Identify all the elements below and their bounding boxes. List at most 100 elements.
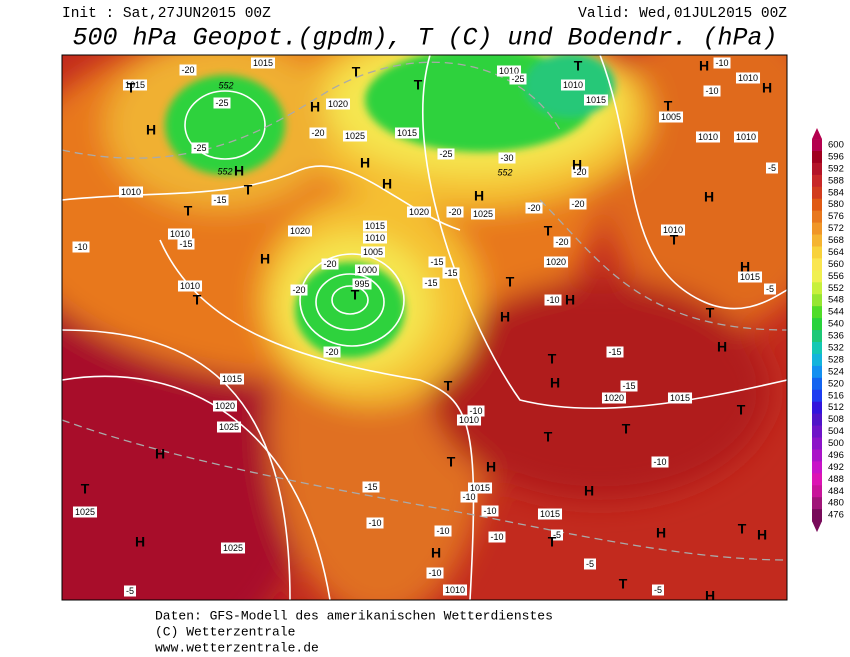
pressure-center: H (486, 459, 496, 475)
map-value-label: -30 (500, 153, 513, 163)
scale-swatch (812, 186, 822, 200)
map-value-label: -5 (586, 559, 594, 569)
map-value-label: 1020 (290, 226, 310, 236)
scale-label: 600 (828, 140, 844, 151)
map-value-label: 1020 (604, 393, 624, 403)
map-value-label: -20 (555, 237, 568, 247)
label-box (118, 186, 144, 198)
label-box (287, 225, 313, 237)
pressure-center: T (184, 203, 193, 219)
label-box (321, 258, 339, 270)
scale-label: 580 (828, 199, 844, 210)
label-box (498, 152, 516, 164)
map-value-label: -10 (368, 518, 381, 528)
map-value-label: -5 (766, 284, 774, 294)
map-value-label: -10 (546, 295, 559, 305)
map-value-label: -20 (527, 203, 540, 213)
label-box (220, 542, 246, 554)
scale-label: 544 (828, 307, 844, 318)
map-value-label: -10 (705, 86, 718, 96)
map-value-label: 1010 (698, 132, 718, 142)
isolines (62, 55, 787, 600)
map-value-label: -20 (571, 199, 584, 209)
map-value-label: 1015 (365, 221, 385, 231)
map-value-label: 1010 (121, 187, 141, 197)
map-value-label: -20 (292, 285, 305, 295)
pressure-center: T (622, 421, 631, 437)
label-box (437, 148, 455, 160)
label-box (442, 267, 460, 279)
scale-label: 488 (828, 474, 844, 485)
scale-label: 536 (828, 331, 844, 342)
map-value-label: 995 (354, 279, 369, 289)
map-value-label: -25 (215, 98, 228, 108)
label-box (571, 166, 589, 178)
contour-label: 552 (218, 80, 233, 90)
label-box (763, 283, 777, 295)
map-value-label: -10 (483, 506, 496, 516)
pressure-center: T (81, 481, 90, 497)
map-area (62, 55, 787, 600)
scale-swatch (812, 342, 822, 355)
pressure-center: H (717, 339, 727, 355)
label-box (560, 79, 586, 91)
pressure-center: T (548, 534, 557, 550)
label-box (219, 373, 245, 385)
map-value-label: 1010 (663, 225, 683, 235)
scale-swatch (812, 497, 822, 510)
label-box (434, 525, 452, 537)
map-value-label: 1025 (473, 209, 493, 219)
map-value-label: 1010 (180, 281, 200, 291)
label-box (658, 111, 684, 123)
label-box (72, 506, 98, 518)
map-frame (61, 54, 788, 601)
scale-label: 504 (828, 426, 844, 437)
scale-label: 588 (828, 175, 844, 186)
label-box (191, 142, 209, 154)
label-box (553, 236, 571, 248)
map-value-label: 1025 (345, 131, 365, 141)
pressure-center: T (127, 80, 136, 96)
label-box (583, 558, 597, 570)
scale-swatch (812, 449, 822, 462)
map-value-label: 1015 (125, 80, 145, 90)
map-value-label: 1020 (546, 257, 566, 267)
map-value-label: 1010 (736, 132, 756, 142)
scale-swatch (812, 150, 822, 164)
label-box (488, 531, 506, 543)
pressure-center: H (500, 309, 510, 325)
label-box (422, 277, 440, 289)
scale-swatch (812, 246, 822, 259)
pressure-center: T (506, 274, 515, 290)
pressure-center: H (431, 545, 441, 561)
pressure-center: T (738, 521, 747, 537)
scale-swatch (812, 174, 822, 188)
map-value-label: -15 (424, 278, 437, 288)
label-box (426, 567, 444, 579)
label-box (456, 414, 482, 426)
pressure-center: T (544, 429, 553, 445)
scale-label: 572 (828, 223, 844, 234)
map-value-label: -5 (553, 530, 561, 540)
pressure-center: T (244, 182, 253, 198)
label-box (620, 380, 638, 392)
pressure-center: H (360, 155, 370, 171)
pressure-center: H (135, 534, 145, 550)
footer-line: (C) Wetterzentrale (155, 624, 295, 639)
map-value-label: -10 (653, 457, 666, 467)
scale-swatch (812, 461, 822, 474)
scale-swatch (812, 270, 822, 283)
label-box (496, 65, 522, 77)
label-box (543, 256, 569, 268)
map-value-label: -15 (444, 268, 457, 278)
scale-label: 496 (828, 450, 844, 461)
pressure-center: T (544, 223, 553, 239)
scale-label: 484 (828, 486, 844, 497)
pressure-center: T (706, 305, 715, 321)
scale-swatch (812, 389, 822, 403)
scale-swatch (812, 318, 822, 331)
scale-label: 560 (828, 259, 844, 270)
label-box (211, 194, 229, 206)
label-box (695, 131, 721, 143)
label-box (342, 130, 368, 142)
